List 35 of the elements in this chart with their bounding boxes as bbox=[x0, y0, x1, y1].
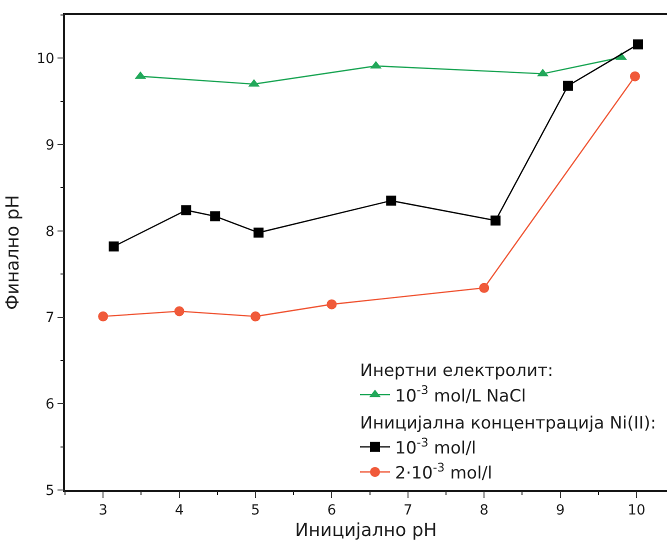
point bbox=[250, 311, 261, 322]
annotation: Иницијална концентрација Ni(II): bbox=[360, 413, 656, 434]
x-tick-label: 8 bbox=[480, 502, 489, 519]
point bbox=[490, 216, 501, 226]
point bbox=[326, 299, 337, 310]
point bbox=[254, 228, 264, 238]
point bbox=[108, 241, 119, 252]
x-tick-label: 9 bbox=[556, 502, 565, 519]
y-tick-label: 10 bbox=[36, 51, 54, 68]
x-tick-label: 5 bbox=[251, 502, 260, 519]
legend-label: 2·10$^{-3}$ mol/l bbox=[395, 460, 492, 484]
x-tick-label: 7 bbox=[403, 502, 412, 519]
y-tick-label: 6 bbox=[46, 396, 55, 413]
x-tick-label: 10 bbox=[628, 502, 646, 519]
legend-title: Инертни електролит: bbox=[360, 361, 554, 382]
x-tick-label: 3 bbox=[98, 502, 108, 519]
point bbox=[98, 311, 108, 322]
y-tick-label: 9 bbox=[46, 137, 54, 154]
point bbox=[630, 71, 640, 82]
x-axis-title: Иницијално pH bbox=[295, 520, 437, 542]
y-tick-label: 5 bbox=[46, 482, 54, 499]
y-axis-title: Финално pH bbox=[2, 195, 24, 310]
point bbox=[633, 39, 644, 50]
x-tick-label: 6 bbox=[327, 502, 336, 519]
point bbox=[210, 211, 220, 222]
legend-label: 10$^{-3}$ mol/L NaCl bbox=[395, 383, 526, 406]
point bbox=[174, 306, 184, 316]
x-tick-label: 4 bbox=[174, 502, 184, 519]
point bbox=[386, 196, 396, 206]
y-tick-label: 7 bbox=[46, 310, 54, 326]
point bbox=[181, 205, 192, 216]
point bbox=[479, 282, 490, 293]
point bbox=[562, 80, 573, 91]
y-tick-label: 8 bbox=[46, 224, 54, 240]
legend-label: 10$^{-3}$ mol/l bbox=[395, 435, 476, 458]
